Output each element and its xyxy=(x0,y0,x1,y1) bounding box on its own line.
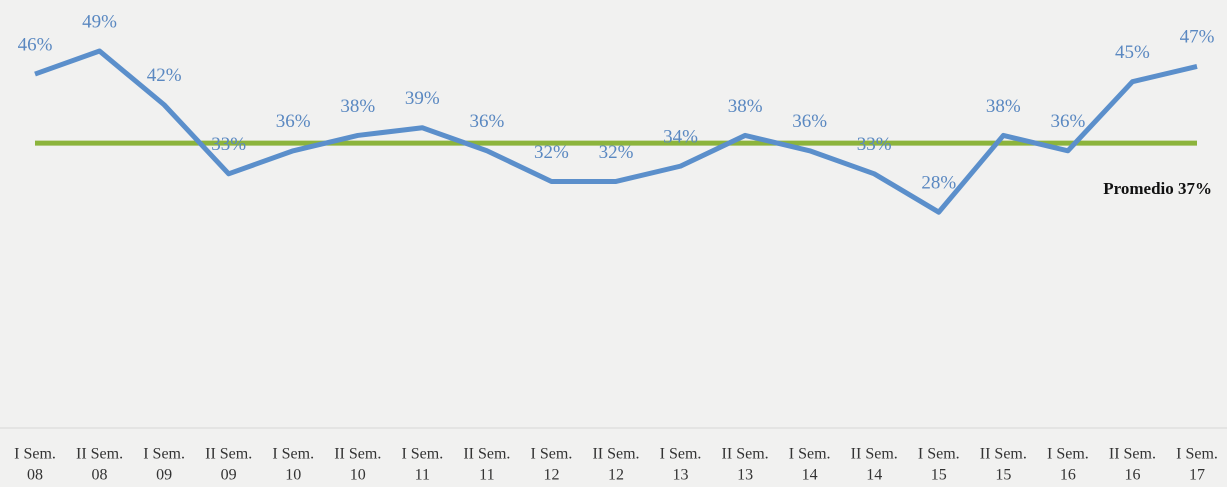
value-label: 33% xyxy=(857,134,892,155)
value-label: 38% xyxy=(728,96,763,117)
x-tick-label: I Sem. xyxy=(660,446,702,463)
x-tick-label: II Sem. xyxy=(1109,446,1156,463)
value-label: 36% xyxy=(276,111,311,132)
x-tick-label: 15 xyxy=(995,467,1011,484)
value-label: 36% xyxy=(469,111,504,132)
x-tick-label: II Sem. xyxy=(76,446,123,463)
x-tick-label: 17 xyxy=(1189,467,1205,484)
x-tick-label: I Sem. xyxy=(143,446,185,463)
data-line xyxy=(34,48,1198,215)
value-label: 36% xyxy=(1050,111,1085,132)
x-tick-label: II Sem. xyxy=(722,446,769,463)
x-tick-label: 09 xyxy=(221,467,237,484)
value-label: 33% xyxy=(211,134,246,155)
x-tick-label: 16 xyxy=(1124,467,1140,484)
x-tick-label: I Sem. xyxy=(531,446,573,463)
value-label: 36% xyxy=(792,111,827,132)
x-tick-label: 15 xyxy=(931,467,947,484)
x-tick-label: 11 xyxy=(479,467,494,484)
x-tick-label: 13 xyxy=(673,467,689,484)
value-label: 39% xyxy=(405,88,440,109)
x-tick-label: I Sem. xyxy=(918,446,960,463)
x-tick-label: 08 xyxy=(27,467,43,484)
x-tick-label: 12 xyxy=(543,467,559,484)
x-tick-label: II Sem. xyxy=(334,446,381,463)
value-label: 32% xyxy=(534,142,569,163)
x-tick-label: II Sem. xyxy=(980,446,1027,463)
x-tick-label: I Sem. xyxy=(272,446,314,463)
x-tick-label: II Sem. xyxy=(592,446,639,463)
x-tick-label: II Sem. xyxy=(463,446,510,463)
x-tick-label: 08 xyxy=(92,467,108,484)
value-label: 45% xyxy=(1115,42,1150,63)
x-tick-label: 12 xyxy=(608,467,624,484)
value-label: 28% xyxy=(921,173,956,194)
x-tick-label: I Sem. xyxy=(789,446,831,463)
x-tick-label: I Sem. xyxy=(1176,446,1218,463)
value-label: 32% xyxy=(599,142,634,163)
x-tick-label: I Sem. xyxy=(14,446,56,463)
value-label: 46% xyxy=(18,34,53,55)
average-label: Promedio 37% xyxy=(1103,179,1212,198)
x-tick-label: 13 xyxy=(737,467,753,484)
value-label: 38% xyxy=(340,96,375,117)
x-tick-label: 09 xyxy=(156,467,172,484)
x-tick-label: 10 xyxy=(350,467,366,484)
x-tick-label: 14 xyxy=(866,467,882,484)
x-tick-label: II Sem. xyxy=(851,446,898,463)
x-tick-label: I Sem. xyxy=(1047,446,1089,463)
x-tick-label: 10 xyxy=(285,467,301,484)
x-tick-label: II Sem. xyxy=(205,446,252,463)
value-label: 42% xyxy=(147,65,182,86)
value-label: 47% xyxy=(1180,27,1215,48)
x-tick-label: 14 xyxy=(802,467,818,484)
value-label: 49% xyxy=(82,11,117,32)
x-tick-label: I Sem. xyxy=(401,446,443,463)
x-tick-label: 16 xyxy=(1060,467,1076,484)
value-label: 38% xyxy=(986,96,1021,117)
value-label: 34% xyxy=(663,126,698,147)
x-tick-label: 11 xyxy=(415,467,430,484)
